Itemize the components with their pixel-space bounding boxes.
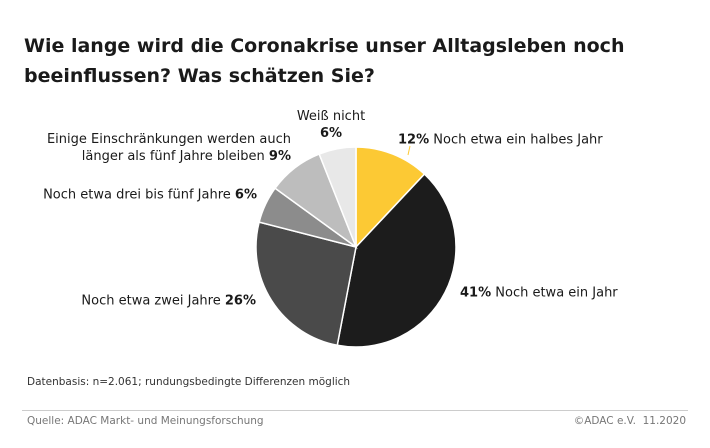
value-label: 9% — [268, 149, 291, 164]
pie-slice — [318, 146, 357, 248]
leader-line — [407, 145, 411, 156]
divider — [22, 410, 688, 411]
pie-slice — [255, 221, 357, 347]
slice-label: 41% Noch etwa ein Jahr — [460, 285, 618, 302]
category-label: Noch etwa ein Jahr — [495, 285, 618, 301]
value-label: 26% — [224, 293, 256, 309]
category-label: Noch etwa ein halbes Jahr — [433, 132, 603, 148]
value-label: 41% — [460, 285, 492, 301]
slice-label: Einige Einschränkungen werden auch länge… — [41, 131, 291, 165]
category-label: Noch etwa zwei Jahre — [81, 293, 221, 309]
value-label: 12% — [398, 132, 430, 148]
value-label: 6% — [234, 187, 257, 203]
category-label: Einige Einschränkungen werden auch länge… — [46, 132, 291, 164]
slice-label: Noch etwa zwei Jahre 26% — [81, 293, 256, 310]
pie-slice — [336, 173, 457, 348]
category-label: Weiß nicht — [296, 109, 366, 124]
source: Quelle: ADAC Markt- und Meinungsforschun… — [27, 415, 264, 427]
chart-title: Wie lange wird die Coronakrise unser All… — [24, 35, 625, 87]
slice-label: 12% Noch etwa ein halbes Jahr — [398, 132, 603, 149]
pie-slice — [355, 146, 426, 249]
slice-label: Weiß nicht 6% — [271, 108, 391, 142]
note: Datenbasis: n=2.061; rundungsbedingte Di… — [27, 376, 351, 388]
category-label: Noch etwa drei bis fünf Jahre — [43, 187, 231, 203]
copyright: ©ADAC e.V. 11.2020 — [573, 415, 686, 427]
value-label: 6% — [319, 126, 343, 141]
slice-label: Noch etwa drei bis fünf Jahre 6% — [43, 187, 257, 204]
